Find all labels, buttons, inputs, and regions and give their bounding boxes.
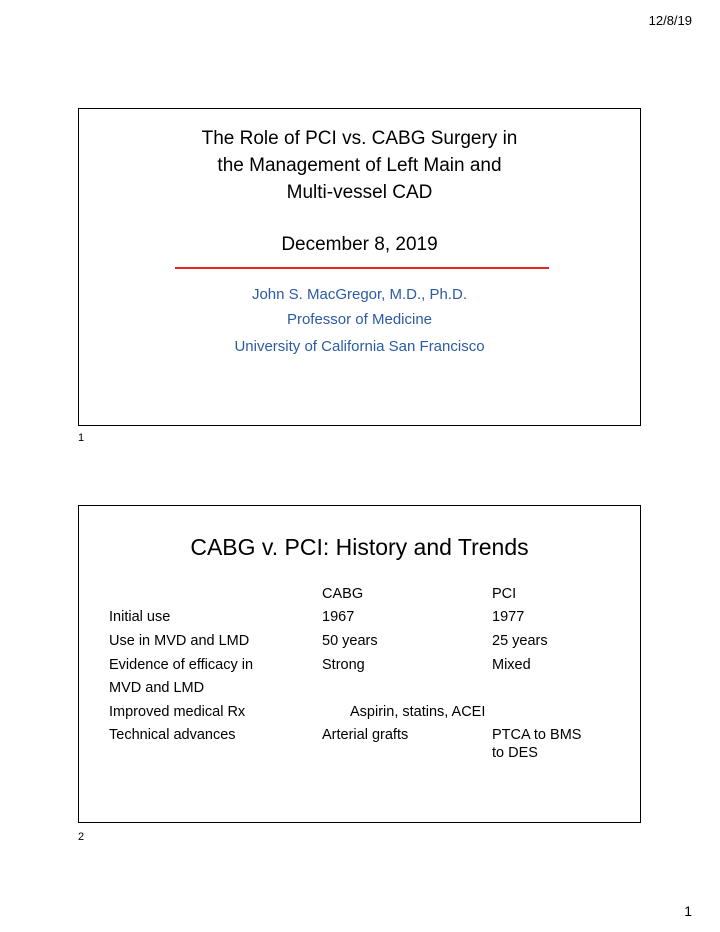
author-name: John S. MacGregor, M.D., Ph.D. xyxy=(251,286,468,303)
row-label: Evidence of efficacy in xyxy=(109,657,254,673)
slide-1-title: The Role of PCI vs. CABG Surgery in the … xyxy=(201,128,518,203)
row-label: Use in MVD and LMD xyxy=(109,633,250,649)
slide-2: CABG v. PCI: History and Trends CABG PCI… xyxy=(78,505,641,823)
row-cabg-value: Strong xyxy=(322,657,365,673)
red-divider-line xyxy=(175,267,549,269)
row-pci-value: PTCA to BMS xyxy=(492,727,582,743)
column-header-cabg: CABG xyxy=(322,586,364,602)
slide-2-title: CABG v. PCI: History and Trends xyxy=(190,534,529,560)
row-label: Improved medical Rx xyxy=(109,704,246,720)
header-date: 12/8/19 xyxy=(648,13,692,28)
row-label: Initial use xyxy=(109,609,171,625)
row-shared-value: Aspirin, statins, ACEI xyxy=(350,704,486,720)
author-affiliation: University of California San Francisco xyxy=(234,338,485,355)
row-cabg-value: 1967 xyxy=(322,609,355,625)
row-label: MVD and LMD xyxy=(109,680,205,696)
row-pci-value: to DES xyxy=(492,745,538,761)
row-pci-value: Mixed xyxy=(492,657,531,673)
row-pci-value: 25 years xyxy=(492,633,548,649)
slide-2-number: 2 xyxy=(78,831,85,843)
column-header-pci: PCI xyxy=(492,586,517,602)
author-position: Professor of Medicine xyxy=(286,311,433,328)
slide-1-date: December 8, 2019 xyxy=(281,234,438,255)
slide-1-number: 1 xyxy=(78,432,85,444)
row-pci-value: 1977 xyxy=(492,609,525,625)
row-cabg-value: Arterial grafts xyxy=(322,727,409,743)
row-label: Technical advances xyxy=(109,727,236,743)
row-cabg-value: 50 years xyxy=(322,633,378,649)
page-number: 1 xyxy=(684,903,692,919)
slide-1: The Role of PCI vs. CABG Surgery in the … xyxy=(78,108,641,426)
